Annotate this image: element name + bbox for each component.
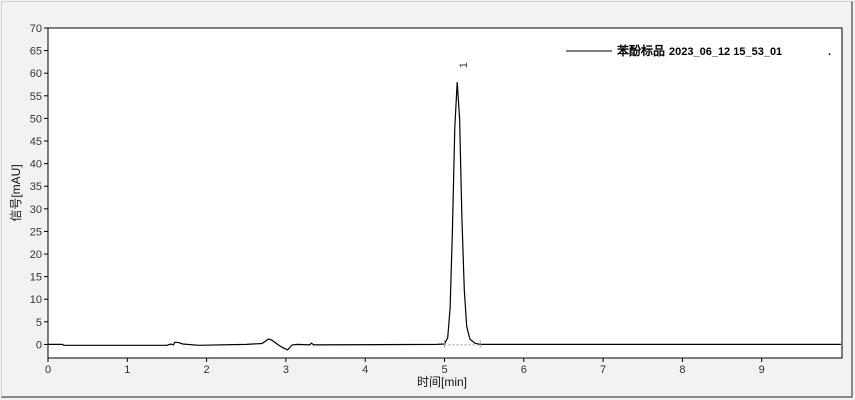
y-tick-label: 50 [30, 113, 42, 125]
x-tick-label: 2 [204, 364, 210, 376]
legend-sample: 2023_06_12 15_53_01 [669, 46, 782, 58]
y-tick-label: 60 [30, 68, 42, 80]
y-tick-label: 65 [30, 46, 42, 58]
y-tick-label: 5 [36, 317, 42, 329]
y-tick-label: 25 [30, 226, 42, 238]
y-tick-label: 40 [30, 159, 42, 171]
x-tick-label: 8 [679, 364, 685, 376]
y-tick-label: 0 [36, 339, 42, 351]
x-tick-label: 7 [600, 364, 606, 376]
y-tick-label: 55 [30, 91, 42, 103]
legend-label: 苯酚标品 [616, 43, 665, 58]
x-tick-label: 9 [759, 364, 765, 376]
legend-suffix: . [828, 46, 831, 58]
y-tick-label: 15 [30, 272, 42, 284]
y-tick-label: 35 [30, 181, 42, 193]
y-tick-label: 10 [30, 294, 42, 306]
plot-area [47, 27, 843, 359]
x-tick-label: 0 [45, 364, 51, 376]
peak-label: 1 [458, 62, 470, 68]
y-tick-label: 70 [30, 23, 42, 35]
signal-trace [48, 82, 841, 351]
x-tick-label: 5 [441, 364, 447, 376]
y-tick-label: 20 [30, 249, 42, 261]
y-tick-label: 30 [30, 204, 42, 216]
x-tick-label: 3 [283, 364, 289, 376]
x-tick-label: 4 [362, 364, 368, 376]
y-tick-label: 45 [30, 136, 42, 148]
x-tick-label: 1 [124, 364, 130, 376]
x-tick-label: 6 [521, 364, 527, 376]
x-axis-label: 时间[min] [417, 375, 467, 389]
y-axis-label: 信号[mAU] [9, 164, 23, 221]
